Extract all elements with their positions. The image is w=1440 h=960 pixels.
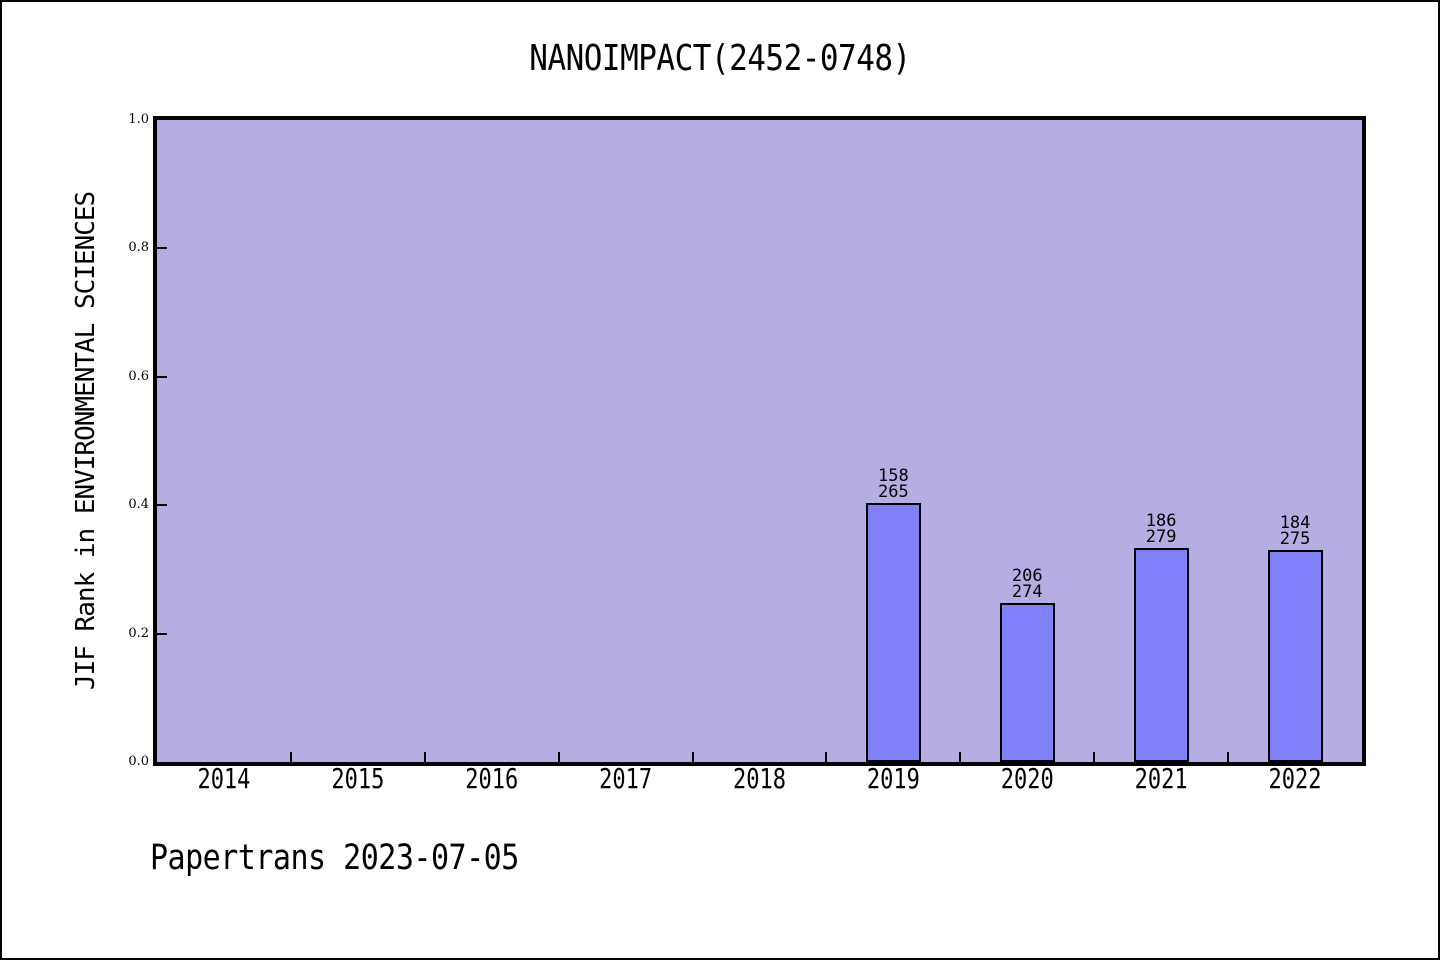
x-axis-label-2019: 2019 [866,764,920,796]
x-tick-mark [691,752,694,762]
y-tick-label: 0.0 [128,754,149,769]
y-tick-mark [157,504,167,507]
x-tick-mark [1093,752,1096,762]
bar-2019 [865,502,921,762]
x-axis-label-2020: 2020 [1000,764,1054,796]
x-axis-label-2021: 2021 [1134,764,1188,796]
y-tick-label: 0.4 [128,497,149,513]
x-tick-mark [423,752,426,762]
y-tick-mark [157,375,167,378]
y-tick-label: 0.2 [128,625,149,641]
x-tick-mark [825,752,828,762]
x-axis-label-2014: 2014 [197,764,251,796]
x-tick-mark [1227,752,1230,762]
bar-value-label-2020: 206 274 [1011,565,1043,602]
bar-2022 [1267,549,1323,762]
x-tick-mark [557,752,560,762]
y-axis-title: JIF Rank in ENVIRONMENTAL SCIENCES [71,191,101,691]
x-axis-label-2015: 2015 [331,764,385,796]
x-tick-mark [289,752,292,762]
x-axis-label-2017: 2017 [599,764,653,796]
y-tick-label: 0.8 [128,240,149,256]
footer-note: Papertrans 2023-07-05 [150,838,519,879]
bar-2020 [999,602,1055,762]
y-tick-label: 0.6 [128,368,149,384]
y-tick-mark [157,247,167,250]
chart-title: NANOIMPACT(2452-0748) [529,38,911,80]
bar-value-label-2022: 184 275 [1279,512,1311,549]
y-tick-mark [157,632,167,635]
plot-area: 158 265 206 274 186 279 184 275 [153,116,1366,766]
bar-value-label-2019: 158 265 [878,465,909,502]
x-axis-label-2016: 2016 [465,764,519,796]
x-axis-label-2022: 2022 [1268,764,1322,796]
bar-2021 [1133,548,1189,762]
x-tick-mark [959,752,962,762]
y-tick-label: 1.0 [128,112,149,127]
x-axis-label-2018: 2018 [733,764,786,796]
bar-value-label-2021: 186 279 [1145,511,1177,547]
